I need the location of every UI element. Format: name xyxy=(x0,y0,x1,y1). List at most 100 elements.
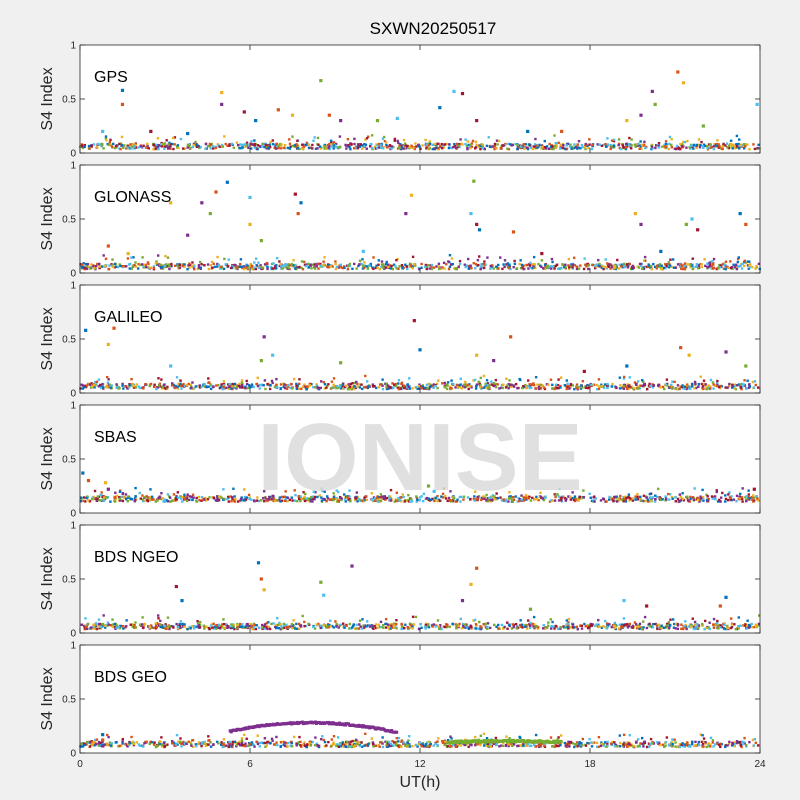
baseline-point xyxy=(642,499,645,503)
baseline-point xyxy=(640,147,643,150)
baseline-point xyxy=(612,138,616,141)
baseline-point xyxy=(596,387,599,391)
baseline-point xyxy=(542,624,545,627)
baseline-point xyxy=(236,500,240,503)
baseline-point xyxy=(528,386,532,390)
baseline-point xyxy=(622,146,626,149)
baseline-point xyxy=(332,383,335,386)
baseline-point xyxy=(121,499,125,503)
baseline-point xyxy=(663,387,666,391)
baseline-point xyxy=(115,494,119,498)
baseline-point xyxy=(312,490,316,494)
baseline-point xyxy=(227,500,230,503)
baseline-point xyxy=(481,146,484,150)
baseline-point xyxy=(397,382,400,385)
baseline-point xyxy=(612,264,616,267)
baseline-point xyxy=(307,266,311,269)
baseline-point xyxy=(458,622,461,626)
baseline-point xyxy=(166,147,170,150)
baseline-point xyxy=(527,497,530,500)
baseline-point xyxy=(234,267,237,270)
baseline-point xyxy=(428,147,431,150)
baseline-point xyxy=(82,499,85,503)
baseline-point xyxy=(389,385,392,389)
baseline-point xyxy=(189,498,193,501)
baseline-point xyxy=(383,495,387,498)
baseline-point xyxy=(429,385,432,388)
baseline-point xyxy=(197,624,201,627)
baseline-point xyxy=(474,140,478,144)
baseline-point xyxy=(307,262,310,266)
baseline-point xyxy=(194,385,198,388)
baseline-point xyxy=(631,624,635,628)
baseline-point xyxy=(627,143,630,146)
baseline-point xyxy=(319,624,322,627)
baseline-point xyxy=(721,144,725,147)
baseline-point xyxy=(98,626,101,630)
baseline-point xyxy=(573,143,576,146)
baseline-point xyxy=(702,499,705,502)
baseline-point xyxy=(145,495,148,498)
baseline-point xyxy=(83,145,86,149)
baseline-point xyxy=(497,623,500,627)
baseline-point xyxy=(509,143,512,146)
baseline-point xyxy=(554,743,557,747)
baseline-point xyxy=(360,383,363,386)
baseline-point xyxy=(82,386,86,389)
baseline-point xyxy=(556,383,560,387)
baseline-point xyxy=(606,624,610,628)
baseline-point xyxy=(453,142,456,146)
data-points-gps xyxy=(101,70,759,136)
baseline-point xyxy=(691,267,694,271)
baseline-point xyxy=(343,386,346,390)
baseline-point xyxy=(254,627,258,631)
data-point xyxy=(460,92,465,96)
baseline-point xyxy=(567,257,570,261)
baseline-point xyxy=(427,264,430,267)
baseline-point xyxy=(539,495,543,499)
baseline-point xyxy=(637,386,641,390)
baseline-point xyxy=(252,266,256,269)
baseline-point xyxy=(242,265,246,268)
baseline-point xyxy=(410,500,414,503)
data-point xyxy=(633,212,637,216)
baseline-point xyxy=(652,262,655,266)
baseline-point xyxy=(267,382,271,386)
baseline-point xyxy=(104,257,108,261)
baseline-point xyxy=(172,147,175,151)
baseline-point xyxy=(109,143,112,146)
baseline-point xyxy=(754,623,757,626)
baseline-point xyxy=(395,491,398,494)
baseline-point xyxy=(86,495,89,498)
baseline-point xyxy=(663,145,667,148)
baseline-point xyxy=(415,145,418,148)
baseline-point xyxy=(280,265,283,268)
baseline-point xyxy=(583,622,586,626)
baseline-point xyxy=(730,146,733,149)
baseline-point xyxy=(163,624,166,628)
baseline-point xyxy=(738,138,741,141)
baseline-point xyxy=(191,145,194,149)
baseline-point xyxy=(338,385,342,388)
baseline-point xyxy=(131,265,134,268)
baseline-point xyxy=(407,385,411,388)
baseline-point xyxy=(533,263,536,266)
baseline-point xyxy=(515,627,519,630)
baseline-point xyxy=(580,624,583,627)
baseline-point xyxy=(715,623,718,626)
baseline-point xyxy=(459,617,462,621)
baseline-point xyxy=(596,625,600,629)
baseline-point xyxy=(365,137,369,140)
baseline-point xyxy=(442,487,446,490)
baseline-point xyxy=(425,145,429,148)
baseline-point xyxy=(220,266,224,269)
baseline-point xyxy=(701,144,705,148)
baseline-point xyxy=(393,626,396,629)
baseline-point xyxy=(468,266,471,269)
baseline-point xyxy=(496,496,500,500)
baseline-point xyxy=(83,267,86,271)
baseline-point xyxy=(495,492,498,495)
baseline-point xyxy=(381,387,385,391)
baseline-point xyxy=(563,626,566,629)
baseline-point xyxy=(263,145,266,149)
